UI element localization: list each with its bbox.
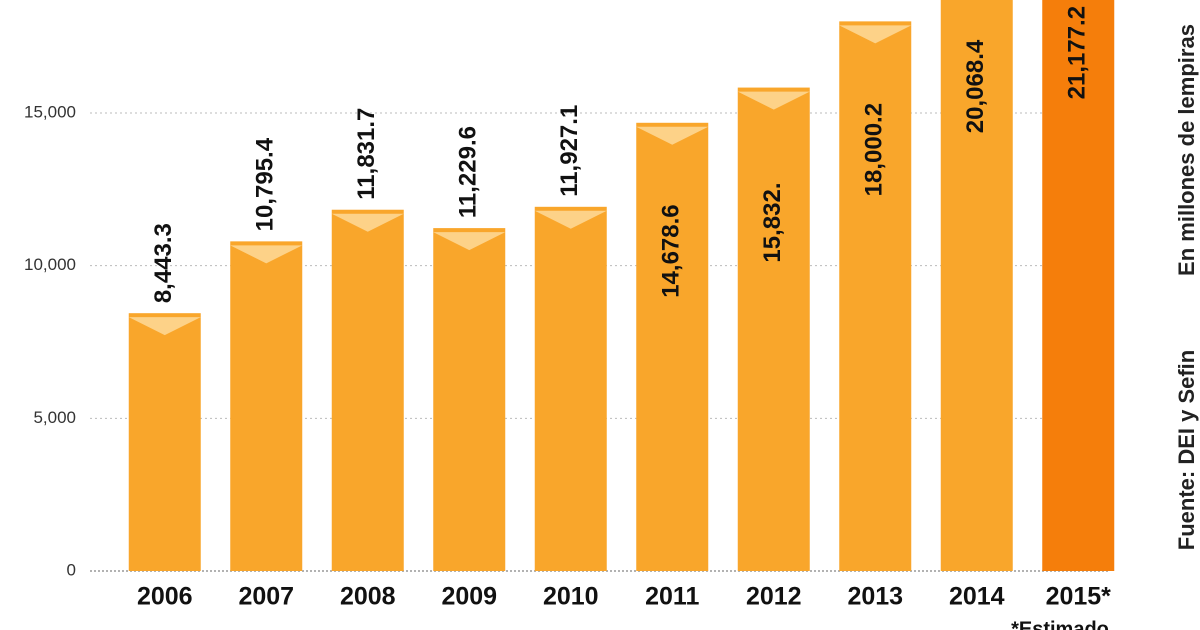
value-label: 11,927.1 [556,105,583,197]
x-tick-label: 2010 [543,583,599,611]
value-label: 11,229.6 [455,126,482,218]
bar [940,0,1013,571]
y-tick-label: 0 [67,560,76,579]
x-tick-label: 2015* [1046,583,1112,611]
x-tick-label: 2007 [238,583,294,611]
x-tick-label: 2009 [441,583,497,611]
bar-cap [737,91,810,110]
x-tick-label: 2012 [746,583,802,611]
bar-cap [636,126,709,145]
x-tick-label: 2014 [949,583,1005,611]
bar [128,313,201,571]
bar-cap [839,25,912,44]
bar [534,206,607,571]
bar [636,122,709,571]
source: Fuente: DEI y Sefin [1174,350,1199,550]
value-label: 15,832. [759,182,786,262]
bar [1042,0,1115,571]
bar [433,228,506,571]
x-tick-label: 2013 [847,583,903,611]
y-tick-label: 10,000 [24,255,76,274]
value-label: 14,678.6 [658,204,685,297]
y-tick-label: 5,000 [33,408,76,427]
bar [230,241,303,571]
bar [839,21,912,571]
bar-cap [331,213,404,232]
footnote: *Estimado [1011,618,1109,630]
bar [737,87,810,571]
value-label: 21,177.2 [1064,6,1091,99]
bar-cap [433,232,506,251]
value-label: 18,000.2 [861,103,888,196]
bar-cap [128,317,201,336]
y-tick-label: 15,000 [24,102,76,121]
value-label: 11,831.7 [353,108,380,200]
unit-note: En millones de lempiras [1174,24,1199,276]
x-tick-label: 2011 [645,583,699,611]
value-label: 20,068.4 [962,39,989,133]
bar [331,209,404,571]
x-tick-label: 2006 [137,583,193,611]
x-tick-label: 2008 [340,583,396,611]
value-label: 10,795.4 [252,137,279,231]
bar-cap [534,210,607,229]
bar-cap [230,245,303,264]
value-label: 8,443.3 [150,223,177,303]
